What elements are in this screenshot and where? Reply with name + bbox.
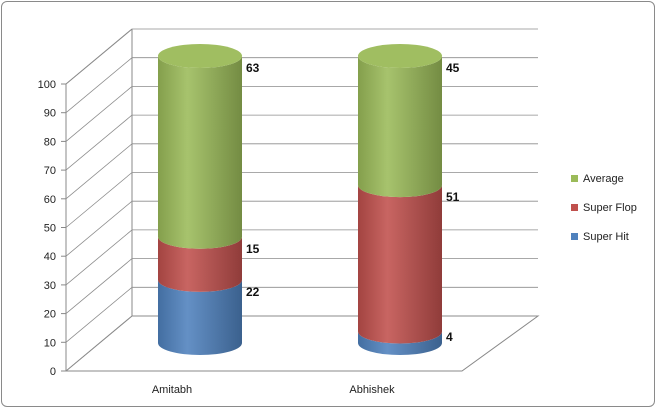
- y-tick-label: 50: [44, 223, 56, 235]
- gridline-side: [66, 230, 132, 285]
- legend-label-average: Average: [583, 173, 624, 185]
- legend-swatch-average: [571, 175, 578, 182]
- gridline-side: [66, 259, 132, 314]
- y-tick-label: 0: [50, 366, 56, 378]
- data-label-average-amitabh: 63: [246, 61, 260, 75]
- y-tick-label: 90: [44, 108, 56, 120]
- gridline-side: [66, 58, 132, 113]
- category-labels: Amitabh Abhishek: [152, 384, 395, 396]
- gridline-side: [66, 173, 132, 228]
- chart-walls: [66, 29, 538, 371]
- data-label-super-hit-amitabh: 22: [246, 285, 260, 299]
- bar-top-cap-abhishek: [358, 44, 442, 68]
- y-tick-label: 80: [44, 136, 56, 148]
- y-tick-label: 40: [44, 251, 56, 263]
- gridline-side: [66, 29, 132, 84]
- y-tick-label: 10: [44, 337, 56, 349]
- legend: Average Super Flop Super Hit: [571, 173, 637, 243]
- floor: [66, 316, 538, 371]
- data-label-super-hit-abhishek: 4: [446, 330, 453, 344]
- data-label-average-abhishek: 45: [446, 61, 460, 75]
- bar-super-flop-abhishek: [358, 185, 442, 343]
- gridline-side: [66, 115, 132, 170]
- y-tick-label: 70: [44, 165, 56, 177]
- gridline-side: [66, 201, 132, 256]
- bar-top-cap-amitabh: [158, 44, 242, 68]
- y-tick-label: 30: [44, 280, 56, 292]
- legend-label-super-hit: Super Hit: [583, 231, 629, 243]
- data-label-super-flop-abhishek: 51: [446, 190, 460, 204]
- y-axis-ticks: 0 10 20 30 40 50 60 70 80 90 100: [38, 79, 66, 378]
- y-tick-label: 60: [44, 194, 56, 206]
- category-label-amitabh: Amitabh: [152, 384, 192, 396]
- legend-label-super-flop: Super Flop: [583, 202, 637, 214]
- gridline-side: [66, 144, 132, 199]
- category-label-abhishek: Abhishek: [349, 384, 395, 396]
- gridline-side: [66, 86, 132, 141]
- data-label-super-flop-amitabh: 15: [246, 242, 260, 256]
- y-tick-label: 100: [38, 79, 56, 91]
- legend-swatch-super-hit: [571, 233, 578, 240]
- bar-average-amitabh: [158, 56, 242, 249]
- y-tick-label: 20: [44, 309, 56, 321]
- bar-average-abhishek: [358, 56, 442, 197]
- bars: [158, 44, 442, 355]
- legend-swatch-super-flop: [571, 204, 578, 211]
